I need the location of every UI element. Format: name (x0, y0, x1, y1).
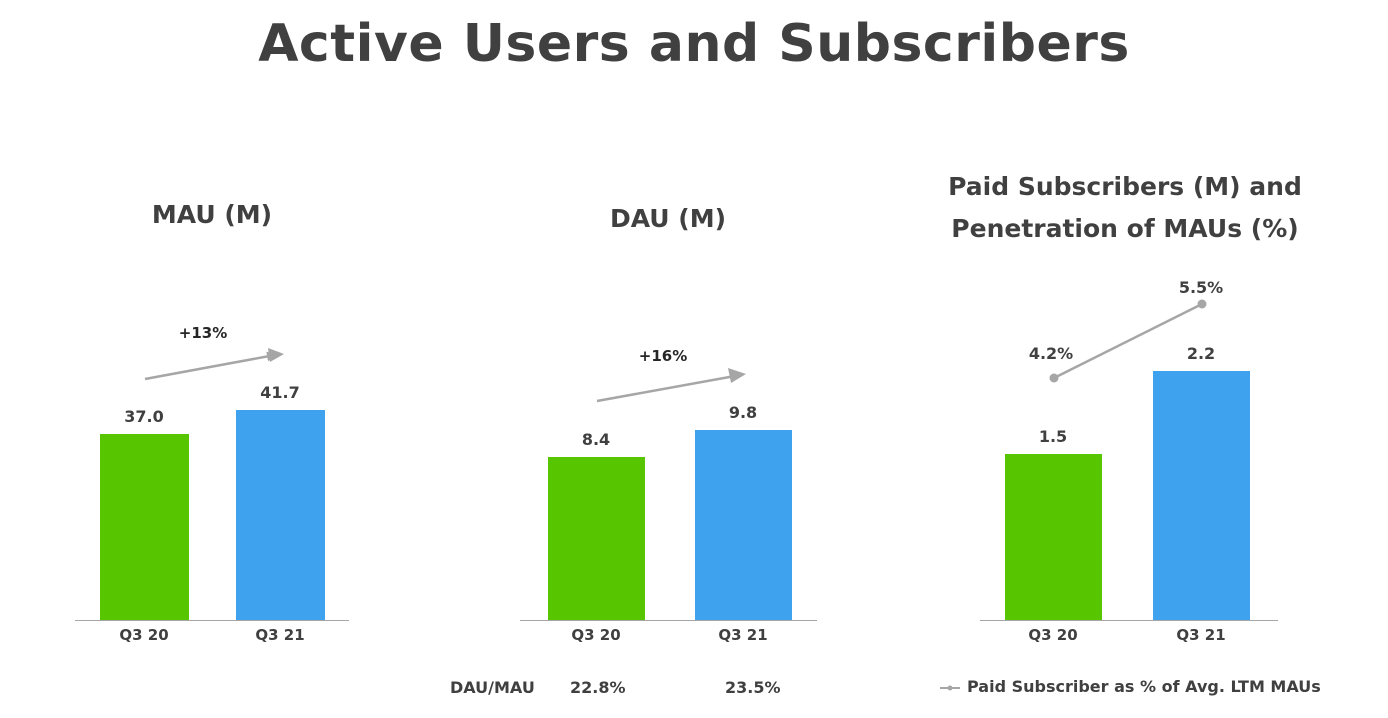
mau-growth-arrow-icon (144, 351, 277, 381)
dau-mau-value-q321: 23.5% (725, 678, 781, 697)
dau-bar-q320 (548, 457, 645, 620)
paid-legend-label: Paid Subscriber as % of Avg. LTM MAUs (967, 677, 1321, 696)
penetration-label-q321: 5.5% (1178, 278, 1224, 297)
dau-bar-q321 (695, 430, 792, 620)
dau-mau-label: DAU/MAU (450, 678, 535, 697)
paid-chart-title-line1: Paid Subscribers (M) and (948, 172, 1302, 201)
paid-value-q320: 1.5 (1038, 427, 1068, 446)
dau-x-axis (520, 620, 817, 621)
dau-growth-label: +16% (638, 347, 688, 365)
mau-xlabel-q321: Q3 21 (255, 626, 305, 644)
paid-xlabel-q321: Q3 21 (1176, 626, 1226, 644)
dau-value-q320: 8.4 (581, 430, 611, 449)
paid-x-axis (980, 620, 1278, 621)
dau-mau-value-q320: 22.8% (570, 678, 626, 697)
mau-bar-q320 (100, 434, 189, 620)
dau-chart-title: DAU (M) (609, 204, 727, 233)
mau-growth-label: +13% (178, 324, 228, 342)
mau-chart-title: MAU (M) (151, 200, 273, 229)
penetration-point-1 (1049, 373, 1059, 383)
page-title: Active Users and Subscribers (258, 14, 1130, 74)
paid-chart-title-line2: Penetration of MAUs (%) (951, 214, 1299, 243)
mau-bar-q321 (236, 410, 325, 620)
mau-x-axis (75, 620, 349, 621)
penetration-line (1053, 302, 1203, 380)
dau-value-q321: 9.8 (728, 403, 758, 422)
mau-value-q321: 41.7 (260, 383, 300, 402)
paid-bar-q320 (1005, 454, 1102, 620)
paid-bar-q321 (1153, 371, 1250, 620)
mau-value-q320: 37.0 (124, 407, 164, 426)
mau-xlabel-q320: Q3 20 (119, 626, 169, 644)
paid-xlabel-q320: Q3 20 (1028, 626, 1078, 644)
paid-value-q321: 2.2 (1186, 344, 1216, 363)
dau-growth-arrow-icon (596, 374, 736, 403)
dau-xlabel-q320: Q3 20 (571, 626, 621, 644)
penetration-label-q320: 4.2% (1028, 344, 1074, 363)
penetration-point-2 (1197, 299, 1207, 309)
dau-xlabel-q321: Q3 21 (718, 626, 768, 644)
